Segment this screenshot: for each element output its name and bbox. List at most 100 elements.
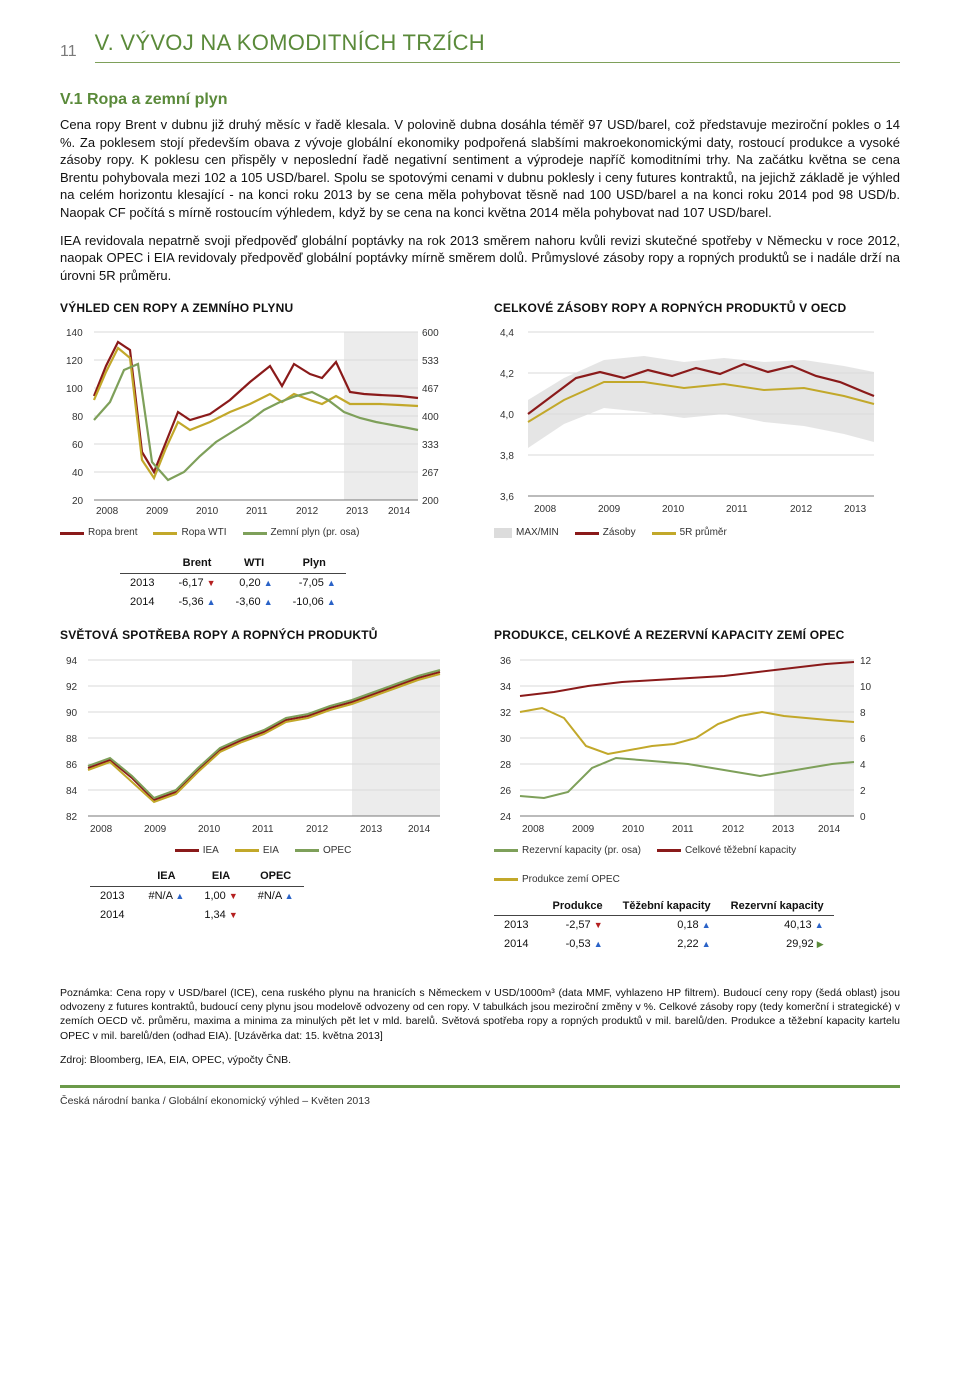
- svg-text:2012: 2012: [306, 824, 329, 835]
- svg-text:2008: 2008: [522, 824, 545, 835]
- page-number: 11: [60, 41, 77, 63]
- svg-text:2011: 2011: [726, 504, 748, 515]
- svg-text:2011: 2011: [672, 824, 694, 835]
- legend-brent: Ropa brent: [88, 526, 137, 540]
- svg-text:100: 100: [66, 384, 83, 395]
- table-iea-eia-opec: IEA EIA OPEC 2013 #N/A ▲ 1,00 ▼ #N/A ▲ 2…: [90, 867, 466, 925]
- th-plyn: Plyn: [283, 554, 346, 573]
- t1-2013: 2013: [120, 573, 168, 592]
- paragraph-1: Cena ropy Brent v dubnu již druhý měsíc …: [60, 116, 900, 221]
- svg-text:92: 92: [66, 682, 78, 693]
- source-line: Zdroj: Bloomberg, IEA, EIA, OPEC, výpočt…: [60, 1053, 900, 1067]
- legend-gas: Zemní plyn (pr. osa): [271, 526, 360, 540]
- svg-text:600: 600: [422, 328, 439, 339]
- svg-text:2009: 2009: [572, 824, 595, 835]
- svg-text:2014: 2014: [818, 824, 841, 835]
- svg-text:4,2: 4,2: [500, 369, 514, 380]
- section-title: V. VÝVOJ NA KOMODITNÍCH TRZÍCH: [95, 28, 900, 63]
- svg-text:90: 90: [66, 708, 78, 719]
- th-wti: WTI: [226, 554, 283, 573]
- footnote: Poznámka: Cena ropy v USD/barel (ICE), c…: [60, 986, 900, 1043]
- svg-text:3,6: 3,6: [500, 492, 514, 503]
- svg-text:2013: 2013: [346, 506, 369, 517]
- chart2-title: CELKOVÉ ZÁSOBY ROPY A ROPNÝCH PRODUKTŮ V…: [494, 300, 900, 316]
- chart3-svg: 949290 88868482 200820092010 2011201: [60, 650, 450, 840]
- legend-totalcap: Celkové těžební kapacity: [685, 844, 796, 858]
- svg-text:3,8: 3,8: [500, 451, 514, 462]
- svg-text:2008: 2008: [90, 824, 113, 835]
- svg-text:4: 4: [860, 760, 866, 771]
- svg-text:2012: 2012: [790, 504, 813, 515]
- legend-maxmin: MAX/MIN: [516, 526, 559, 540]
- svg-text:86: 86: [66, 760, 78, 771]
- svg-text:82: 82: [66, 812, 78, 823]
- chart-oil-outlook: VÝHLED CEN ROPY A ZEMNÍHO PLYNU 140 120 10…: [60, 300, 466, 540]
- svg-text:2010: 2010: [622, 824, 645, 835]
- svg-text:2: 2: [860, 786, 866, 797]
- svg-text:88: 88: [66, 734, 78, 745]
- svg-text:467: 467: [422, 384, 439, 395]
- svg-text:2008: 2008: [96, 506, 119, 517]
- chart4-legend: Rezervní kapacity (pr. osa) Celkové těže…: [494, 844, 900, 887]
- svg-text:400: 400: [422, 412, 439, 423]
- svg-text:2008: 2008: [534, 504, 557, 515]
- legend-5r: 5R průměr: [680, 526, 727, 540]
- svg-text:2013: 2013: [844, 504, 867, 515]
- table-brent-wti-plyn: Brent WTI Plyn 2013 -6,17 ▼ 0,20 ▲ -7,05…: [120, 554, 900, 612]
- chart1-svg: 140120100 80604020 600533467 40033326720…: [60, 322, 450, 522]
- legend-zasoby: Zásoby: [603, 526, 636, 540]
- svg-text:40: 40: [72, 468, 84, 479]
- svg-text:2012: 2012: [722, 824, 745, 835]
- chart-opec-capacity: PRODUKCE, CELKOVÉ A REZERVNÍ KAPACITY ZE…: [494, 627, 900, 968]
- t1-2014: 2014: [120, 593, 168, 612]
- svg-text:200: 200: [422, 496, 439, 507]
- chart-oecd-stocks: CELKOVÉ ZÁSOBY ROPY A ROPNÝCH PRODUKTŮ V…: [494, 300, 900, 540]
- svg-text:4,0: 4,0: [500, 410, 514, 421]
- legend-produkce: Produkce zemí OPEC: [522, 873, 620, 887]
- svg-text:4,4: 4,4: [500, 328, 514, 339]
- svg-text:2009: 2009: [146, 506, 169, 517]
- svg-text:2014: 2014: [408, 824, 431, 835]
- chart1-title: VÝHLED CEN ROPY A ZEMNÍHO PLYNU: [60, 300, 466, 316]
- svg-text:84: 84: [66, 786, 78, 797]
- svg-text:60: 60: [72, 440, 84, 451]
- legend-opec-l: OPEC: [323, 844, 351, 858]
- chart3-title: SVĚTOVÁ SPOTŘEBA ROPY A ROPNÝCH PRODUKTŮ: [60, 627, 466, 643]
- svg-text:2013: 2013: [360, 824, 383, 835]
- legend-iea: IEA: [203, 844, 219, 858]
- page-header: 11 V. VÝVOJ NA KOMODITNÍCH TRZÍCH: [60, 28, 900, 63]
- subsection-title: V.1 Ropa a zemní plyn: [60, 89, 900, 111]
- svg-text:2010: 2010: [198, 824, 221, 835]
- chart3-legend: IEA EIA OPEC: [60, 844, 466, 858]
- svg-text:12: 12: [860, 656, 872, 667]
- svg-text:533: 533: [422, 356, 439, 367]
- svg-text:8: 8: [860, 708, 866, 719]
- chart2-svg: 4,4 4,2 4,0 3,8 3,6 2008 2009 2010 2011 2012: [494, 322, 884, 522]
- chart-world-consumption: SVĚTOVÁ SPOTŘEBA ROPY A ROPNÝCH PRODUKTŮ…: [60, 627, 466, 968]
- svg-text:2010: 2010: [662, 504, 685, 515]
- svg-text:333: 333: [422, 440, 439, 451]
- svg-text:32: 32: [500, 708, 512, 719]
- chart1-legend: Ropa brent Ropa WTI Zemní plyn (pr. osa): [60, 526, 466, 540]
- svg-text:80: 80: [72, 412, 84, 423]
- svg-text:120: 120: [66, 356, 83, 367]
- svg-text:26: 26: [500, 786, 512, 797]
- svg-text:2014: 2014: [388, 506, 411, 517]
- svg-text:140: 140: [66, 328, 83, 339]
- legend-eia: EIA: [263, 844, 279, 858]
- svg-text:2013: 2013: [772, 824, 795, 835]
- page-footer: Česká národní banka / Globální ekonomick…: [60, 1085, 900, 1108]
- svg-text:2011: 2011: [246, 506, 268, 517]
- chart4-svg: 363432 30282624 12108 6420: [494, 650, 884, 840]
- svg-text:2012: 2012: [296, 506, 319, 517]
- svg-text:24: 24: [500, 812, 512, 823]
- svg-text:267: 267: [422, 468, 439, 479]
- table-produkce-kapacity: Produkce Těžební kapacity Rezervní kapac…: [494, 897, 900, 955]
- legend-wti: Ropa WTI: [181, 526, 226, 540]
- svg-text:10: 10: [860, 682, 872, 693]
- svg-text:36: 36: [500, 656, 512, 667]
- chart4-title: PRODUKCE, CELKOVÉ A REZERVNÍ KAPACITY ZE…: [494, 627, 900, 643]
- svg-text:2009: 2009: [598, 504, 621, 515]
- chart2-legend: MAX/MIN Zásoby 5R průměr: [494, 526, 900, 540]
- legend-reserve: Rezervní kapacity (pr. osa): [522, 844, 641, 858]
